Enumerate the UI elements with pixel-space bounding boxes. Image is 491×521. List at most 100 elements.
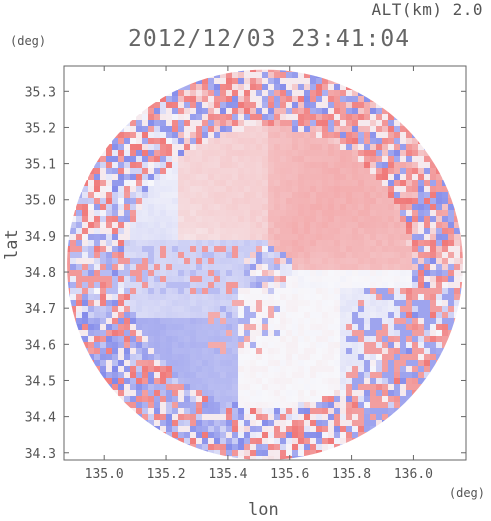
field-cell: [202, 420, 208, 426]
field-cell: [238, 90, 244, 96]
field-cell: [412, 378, 418, 384]
field-cell: [382, 180, 388, 186]
field-cell: [370, 252, 376, 258]
field-cell: [226, 426, 232, 432]
field-cell: [358, 156, 364, 162]
field-cell: [358, 306, 364, 312]
field-cell: [166, 408, 172, 414]
field-cell: [196, 228, 202, 234]
field-cell: [388, 270, 394, 276]
field-cell: [136, 204, 142, 210]
field-cell: [262, 108, 268, 114]
field-cell: [418, 180, 424, 186]
field-cell: [394, 276, 400, 282]
field-cell: [250, 294, 256, 300]
field-cell: [292, 246, 298, 252]
field-cell: [160, 120, 166, 126]
field-cell: [268, 174, 274, 180]
field-cell: [262, 366, 268, 372]
field-cell: [424, 252, 430, 258]
field-cell: [418, 300, 424, 306]
field-cell: [76, 324, 82, 330]
field-cell: [220, 402, 226, 408]
field-cell: [256, 372, 262, 378]
field-cell: [274, 282, 280, 288]
field-cell: [238, 150, 244, 156]
field-cell: [154, 192, 160, 198]
field-cell: [400, 330, 406, 336]
field-cell: [148, 114, 154, 120]
field-cell: [454, 234, 460, 240]
field-cell: [184, 132, 190, 138]
field-cell: [250, 234, 256, 240]
field-cell: [202, 132, 208, 138]
field-cell: [208, 444, 214, 450]
field-cell: [322, 114, 328, 120]
field-cell: [232, 426, 238, 432]
field-cell: [220, 342, 226, 348]
field-cell: [340, 288, 346, 294]
field-cell: [382, 396, 388, 402]
field-cell: [334, 258, 340, 264]
x-tick-label: 135.2: [146, 467, 185, 482]
field-cell: [202, 264, 208, 270]
field-cell: [454, 252, 460, 258]
field-cell: [196, 198, 202, 204]
field-cell: [412, 396, 418, 402]
field-cell: [310, 402, 316, 408]
field-cell: [286, 96, 292, 102]
field-cell: [94, 354, 100, 360]
field-cell: [214, 234, 220, 240]
field-cell: [382, 162, 388, 168]
field-cell: [118, 378, 124, 384]
field-cell: [304, 84, 310, 90]
altitude-label: ALT(km) 2.0: [371, 0, 483, 19]
field-cell: [364, 294, 370, 300]
field-cell: [412, 342, 418, 348]
field-cell: [226, 156, 232, 162]
field-cell: [118, 138, 124, 144]
field-cell: [124, 120, 130, 126]
field-cell: [184, 372, 190, 378]
field-cell: [154, 306, 160, 312]
field-cell: [148, 300, 154, 306]
field-cell: [250, 402, 256, 408]
field-cell: [436, 276, 442, 282]
field-cell: [310, 102, 316, 108]
field-cell: [94, 228, 100, 234]
field-cell: [412, 174, 418, 180]
field-cell: [298, 360, 304, 366]
field-cell: [454, 264, 460, 270]
field-cell: [316, 120, 322, 126]
field-cell: [274, 96, 280, 102]
field-cell: [310, 150, 316, 156]
field-cell: [430, 276, 436, 282]
field-cell: [292, 438, 298, 444]
field-cell: [346, 168, 352, 174]
field-cell: [190, 390, 196, 396]
field-cell: [424, 282, 430, 288]
field-cell: [304, 276, 310, 282]
field-cell: [262, 348, 268, 354]
field-cell: [220, 120, 226, 126]
field-cell: [232, 450, 238, 456]
field-cell: [310, 168, 316, 174]
field-cell: [406, 402, 412, 408]
field-cell: [76, 330, 82, 336]
field-cell: [166, 396, 172, 402]
field-cell: [328, 342, 334, 348]
field-cell: [94, 300, 100, 306]
field-cell: [190, 246, 196, 252]
field-cell: [100, 156, 106, 162]
field-cell: [136, 336, 142, 342]
field-cell: [256, 444, 262, 450]
field-cell: [232, 438, 238, 444]
field-cell: [130, 162, 136, 168]
field-cell: [202, 282, 208, 288]
field-cell: [334, 240, 340, 246]
field-cell: [274, 240, 280, 246]
field-cell: [304, 162, 310, 168]
field-cell: [304, 330, 310, 336]
field-cell: [436, 240, 442, 246]
field-cell: [196, 210, 202, 216]
